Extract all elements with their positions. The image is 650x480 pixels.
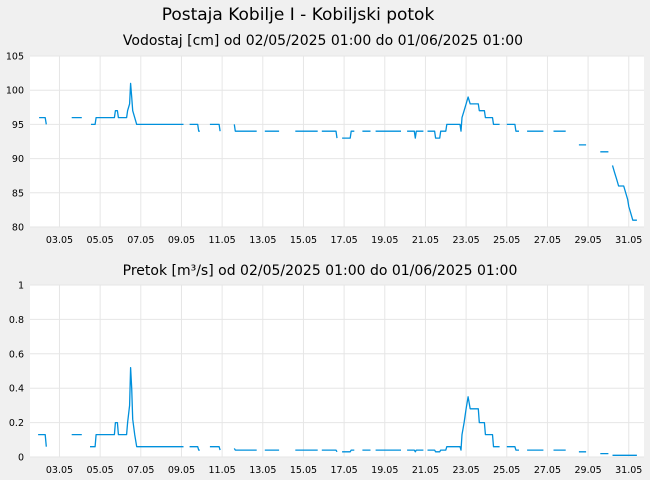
discharge-x-tick-label: 17.05 xyxy=(331,465,358,476)
water-level-chart: Vodostaj [cm] od 02/05/2025 01:00 do 01/… xyxy=(6,33,644,246)
discharge-title: Pretok [m³/s] od 02/05/2025 01:00 do 01/… xyxy=(123,263,518,279)
discharge-x-tick-label: 13.05 xyxy=(249,465,276,476)
discharge-x-tick-label: 25.05 xyxy=(493,465,520,476)
water-level-x-tick-label: 17.05 xyxy=(331,235,358,246)
water-level-x-tick-label: 15.05 xyxy=(290,235,317,246)
water-level-x-tick-label: 13.05 xyxy=(249,235,276,246)
water-level-x-tick-label: 27.05 xyxy=(534,235,561,246)
water-level-x-tick-label: 03.05 xyxy=(46,235,73,246)
water-level-series-group xyxy=(39,82,637,221)
water-level-x-tick-label: 07.05 xyxy=(127,235,154,246)
discharge-x-tick-label: 11.05 xyxy=(209,465,236,476)
discharge-x-tick-label: 15.05 xyxy=(290,465,317,476)
discharge-x-tick-label: 31.05 xyxy=(615,465,642,476)
discharge-y-tick-label: 1 xyxy=(18,281,24,292)
discharge-x-tick-label: 07.05 xyxy=(127,465,154,476)
water-level-y-tick-label: 95 xyxy=(12,120,24,131)
water-level-y-tick-label: 90 xyxy=(12,154,24,165)
water-level-x-tick-label: 09.05 xyxy=(168,235,195,246)
discharge-y-tick-label: 0.8 xyxy=(9,315,24,326)
water-level-title: Vodostaj [cm] od 02/05/2025 01:00 do 01/… xyxy=(123,33,523,49)
water-level-x-tick-label: 25.05 xyxy=(493,235,520,246)
discharge-y-tick-label: 0.4 xyxy=(9,384,24,395)
water-level-x-tick-label: 21.05 xyxy=(412,235,439,246)
discharge-x-tick-label: 21.05 xyxy=(412,465,439,476)
discharge-x-tick-label: 05.05 xyxy=(87,465,114,476)
discharge-x-tick-label: 23.05 xyxy=(453,465,480,476)
discharge-series-line xyxy=(38,366,637,456)
discharge-x-ticks: 03.05 05.05 07.05 09.05 11.05 13.05 15.05 17.05… xyxy=(46,465,642,476)
water-level-x-tick-label: 29.05 xyxy=(574,235,601,246)
water-level-x-ticks: 03.05 05.05 07.05 09.05 11.05 13.05 15.05 17.05… xyxy=(46,235,642,246)
water-level-x-tick-label: 31.05 xyxy=(615,235,642,246)
water-level-y-tick-label: 80 xyxy=(12,223,24,234)
discharge-y-tick-label: 0 xyxy=(18,453,24,464)
water-level-y-tick-label: 105 xyxy=(6,52,24,63)
discharge-y-tick-label: 0.2 xyxy=(9,418,24,429)
discharge-x-tick-label: 19.05 xyxy=(371,465,398,476)
discharge-chart: Pretok [m³/s] od 02/05/2025 01:00 do 01/… xyxy=(9,263,644,476)
water-level-x-tick-label: 05.05 xyxy=(87,235,114,246)
water-level-x-tick-label: 19.05 xyxy=(371,235,398,246)
discharge-y-ticks: 0 0.2 0.4 0.6 0.8 1 xyxy=(9,281,24,464)
discharge-x-tick-label: 29.05 xyxy=(574,465,601,476)
discharge-x-tick-label: 27.05 xyxy=(534,465,561,476)
water-level-x-tick-label: 11.05 xyxy=(209,235,236,246)
water-level-y-tick-label: 85 xyxy=(12,188,24,199)
water-level-grid xyxy=(30,55,644,228)
water-level-series-line xyxy=(39,82,637,221)
water-level-y-ticks: 80 85 90 95 100 105 xyxy=(6,52,24,234)
discharge-y-tick-label: 0.6 xyxy=(9,349,24,360)
figure-title: Postaja Kobilje I - Kobiljski potok xyxy=(162,5,435,25)
discharge-plot-area xyxy=(30,285,644,457)
discharge-x-tick-label: 03.05 xyxy=(46,465,73,476)
water-level-plot-area xyxy=(30,56,644,227)
water-level-x-tick-label: 23.05 xyxy=(453,235,480,246)
discharge-x-tick-label: 09.05 xyxy=(168,465,195,476)
water-level-y-tick-label: 100 xyxy=(6,86,24,97)
discharge-series-group xyxy=(38,366,637,456)
